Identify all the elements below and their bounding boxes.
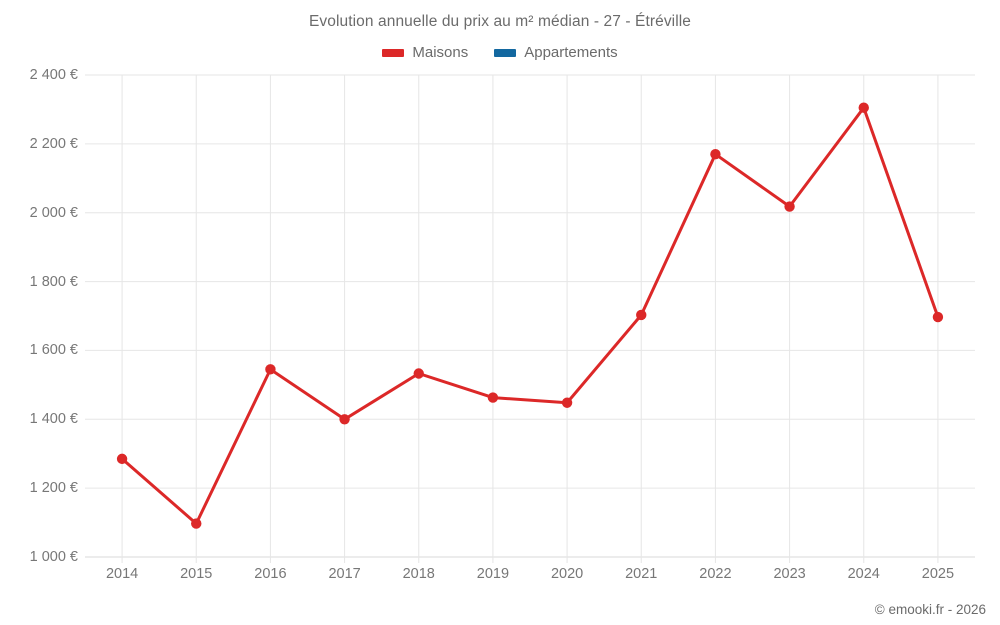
- grid-lines: [85, 74, 975, 563]
- y-axis-tick-label: 2 000 €: [29, 204, 78, 221]
- chart-title: Evolution annuelle du prix au m² médian …: [308, 13, 692, 30]
- y-axis-tick-label: 1 600 €: [29, 342, 78, 359]
- legend-label-maisons: Maisons: [412, 44, 469, 61]
- series-line-maisons: [120, 106, 940, 526]
- credit-text: © emooki.fr - 2026: [874, 602, 986, 617]
- data-series-group: [116, 102, 944, 529]
- data-point-maisons[interactable]: [932, 311, 944, 323]
- legend-item-appartements[interactable]: Appartements: [494, 44, 618, 61]
- data-point-maisons[interactable]: [858, 102, 869, 113]
- y-axis-tick-label: 2 200 €: [29, 135, 78, 152]
- x-axis-tick-label: 2019: [476, 566, 510, 582]
- x-axis-tick-label: 2023: [773, 566, 806, 582]
- data-point-maisons[interactable]: [265, 364, 276, 375]
- y-axis-tick-label: 1 000 €: [29, 549, 78, 565]
- y-axis-tick-label: 1 800 €: [29, 273, 78, 290]
- y-axis-tick-label: 1 200 €: [29, 480, 78, 497]
- data-point-maisons[interactable]: [116, 453, 128, 465]
- legend-swatch-maisons: [382, 48, 405, 57]
- x-axis-tick-label: 2024: [847, 566, 880, 582]
- data-point-maisons[interactable]: [413, 368, 424, 379]
- x-axis-tick-label: 2021: [625, 566, 658, 582]
- x-axis-tick-label: 2022: [699, 566, 732, 582]
- plot-svg: [85, 74, 975, 563]
- data-point-maisons[interactable]: [784, 201, 795, 212]
- x-axis-tick-label: 2025: [921, 566, 955, 582]
- legend-label-appartements: Appartements: [524, 44, 618, 61]
- x-axis-tick-label: 2014: [105, 566, 139, 582]
- y-axis-tick-label: 2 400 €: [29, 67, 78, 83]
- data-point-maisons[interactable]: [636, 309, 647, 321]
- x-axis-tick-label: 2017: [328, 566, 361, 582]
- plot-area: [85, 70, 975, 563]
- data-point-maisons[interactable]: [561, 397, 573, 408]
- legend-swatch-appartements: [494, 48, 517, 57]
- x-axis-tick-label: 2020: [550, 566, 584, 582]
- data-point-maisons[interactable]: [339, 414, 350, 425]
- legend-item-maisons[interactable]: Maisons: [382, 44, 468, 61]
- x-axis-tick-label: 2015: [180, 566, 213, 582]
- data-point-maisons[interactable]: [191, 518, 202, 529]
- data-point-maisons[interactable]: [487, 392, 499, 403]
- x-axis-tick-label: 2018: [402, 566, 435, 582]
- x-axis-tick-label: 2016: [254, 566, 287, 582]
- y-axis-tick-label: 1 400 €: [29, 411, 78, 428]
- chart-legend: Maisons Appartements: [0, 44, 1000, 61]
- data-point-maisons[interactable]: [710, 148, 721, 160]
